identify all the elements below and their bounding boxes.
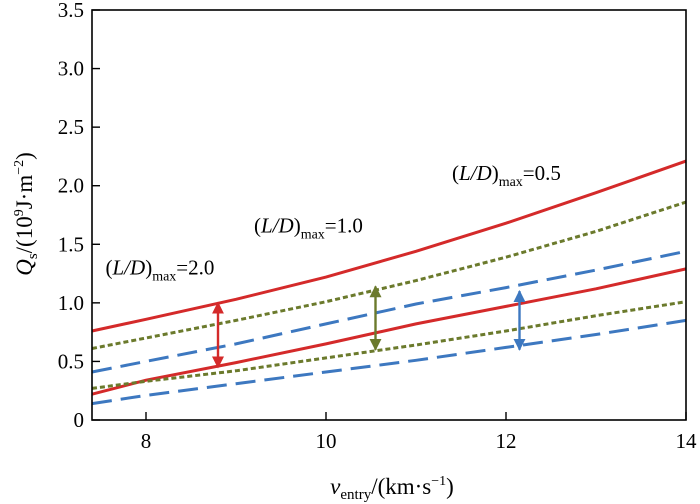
y-tick-label: 3.0: [58, 57, 84, 81]
y-axis-unit-suffix: ): [12, 152, 37, 160]
x-tick-label: 8: [141, 429, 152, 453]
y-tick-label: 0.5: [58, 349, 84, 373]
x-axis-title: ventry/(km·s−1): [330, 474, 454, 503]
series-line-lower-dotted: [91, 300, 687, 390]
x-tick-label: 14: [676, 429, 698, 453]
tick-layer: 8 10 12 14 0 0.5 1.0 1.5 2.0 2.5 3.0 3.5: [58, 0, 697, 453]
y-tick-label: 2.0: [58, 174, 84, 198]
x-axis-sub: entry: [340, 487, 371, 503]
annotation-layer: (L/D)max=2.0 (L/D)max=1.0 (L/D)max=0.5: [106, 161, 561, 285]
series-line-lower-dashed: [91, 318, 687, 406]
y-axis-sub: s: [25, 253, 41, 259]
y-axis-var: Q: [12, 259, 37, 276]
x-tick-label: 10: [316, 429, 337, 453]
y-axis-unit-mid: J·m: [12, 175, 37, 210]
y-axis-unit-sup1: 9: [12, 209, 27, 216]
y-tick-label: 1.5: [58, 232, 84, 256]
plot-frame: [91, 9, 687, 421]
y-axis-unit-prefix: /(10: [12, 216, 37, 253]
y-axis-unit-sup2: −2: [12, 160, 27, 175]
y-tick-label: 3.5: [58, 0, 84, 22]
y-tick-label: 0: [74, 408, 85, 432]
annotation-2: (L/D)max=1.0: [254, 214, 363, 243]
x-axis-var: v: [330, 474, 341, 499]
annotation-3: (L/D)max=0.5: [452, 161, 561, 190]
y-axis-title: Qs/(109J·m−2): [12, 152, 41, 276]
x-tick-label: 12: [496, 429, 517, 453]
x-axis-unit-sup: −1: [431, 474, 446, 489]
series-line-upper-dashed: [91, 249, 687, 374]
x-axis-unit-prefix: /(km·s: [371, 474, 431, 499]
series-line-upper-solid: [91, 159, 687, 333]
annotation-1: (L/D)max=2.0: [106, 256, 215, 285]
series-layer: [91, 159, 687, 406]
y-tick-label: 2.5: [58, 115, 84, 139]
x-axis-unit-suffix: ): [446, 474, 454, 499]
arrow-layer: [212, 285, 526, 369]
y-tick-label: 1.0: [58, 291, 84, 315]
